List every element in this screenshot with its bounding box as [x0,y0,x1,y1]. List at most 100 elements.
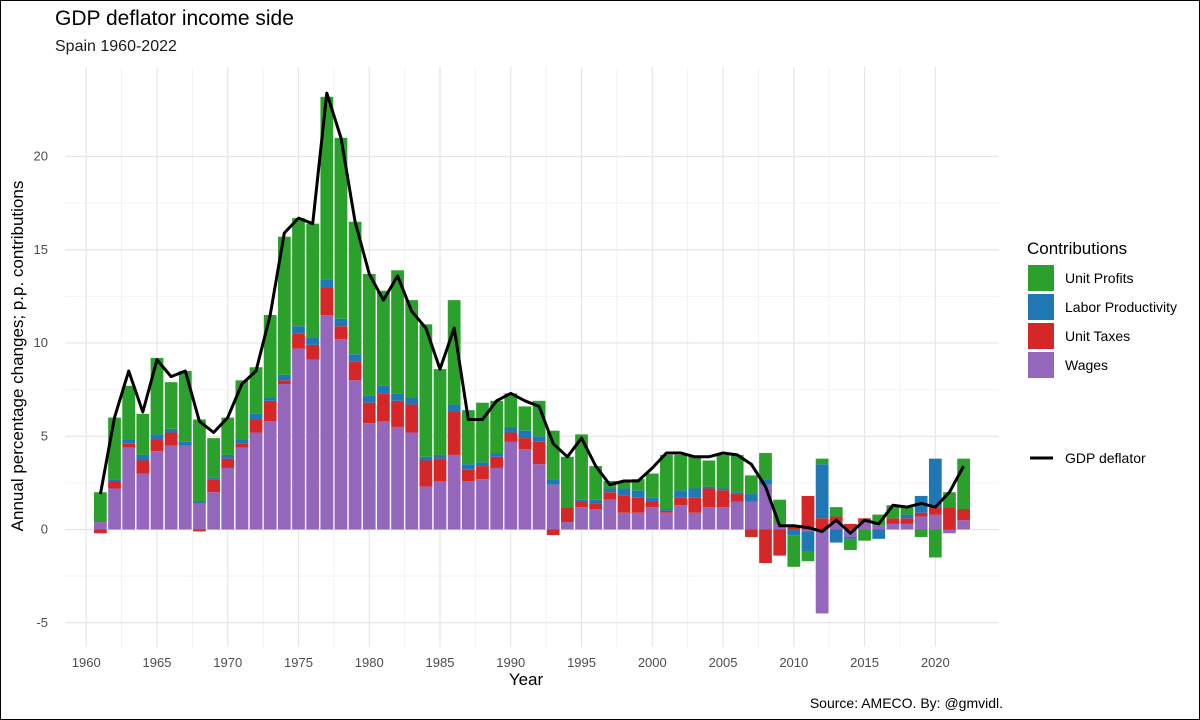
bar-unit-taxes-2020 [928,507,942,515]
bar-wages-2018 [900,523,914,530]
bar-labor-productivity-1995 [575,499,588,502]
bar-labor-productivity-1972 [249,413,263,420]
gdp-deflator-line [98,91,965,535]
bar-unit-profits-1998 [617,481,631,489]
legend-label-gdp-deflator: GDP deflator [1065,450,1146,466]
bar-labor-productivity-2020 [928,458,942,508]
bar-wages-1986 [447,454,461,530]
bar-labor-productivity-1971 [235,439,249,444]
bar-unit-taxes-1997 [603,492,617,500]
bar-unit-profits-1983 [405,300,419,398]
y-tick-label: 20 [34,149,48,164]
bar-unit-profits-2002 [674,454,687,491]
x-tick-label: 1975 [284,655,313,670]
bar-wages-1980 [362,423,376,530]
bar-wages-2019 [914,516,928,530]
bar-labor-productivity-1982 [391,393,404,401]
bar-wages-2022 [957,520,970,530]
legend-label-wages: Wages [1065,357,1108,373]
bar-labor-productivity-1989 [490,453,503,457]
bar-unit-profits-1976 [306,223,320,338]
bar-unit-profits-1991 [518,406,532,431]
bar-wages-2013 [829,522,843,530]
bar-unit-taxes-1991 [518,438,532,450]
bar-unit-taxes-1978 [334,326,348,340]
bar-labor-productivity-1993 [546,479,560,485]
bar-unit-profits-1967 [178,370,192,442]
bar-unit-taxes-1972 [249,419,263,433]
bar-unit-profits-2014 [844,538,857,551]
bar-wages-1988 [476,479,489,530]
bar-unit-profits-1974 [277,236,291,375]
x-tick-label: 2015 [850,655,879,670]
bar-wages-2011 [801,529,815,532]
bar-unit-profits-1982 [391,270,404,394]
bar-unit-profits-2004 [702,460,716,487]
bar-unit-taxes-1992 [532,441,546,465]
bar-unit-taxes-1980 [362,402,376,424]
bar-labor-productivity-1964 [136,454,150,461]
bar-wages-1985 [433,481,447,530]
bar-wages-2003 [688,512,702,530]
bar-unit-taxes-2017 [886,518,900,524]
bar-unit-profits-1963 [122,385,136,440]
bar-unit-taxes-1979 [348,361,362,381]
bar-unit-taxes-2010 [787,525,801,530]
bar-unit-taxes-1988 [476,466,489,480]
x-tick-label: 1965 [143,655,172,670]
bar-wages-1971 [235,447,249,530]
bar-wages-1994 [561,522,574,530]
bar-unit-taxes-2004 [702,488,716,508]
bar-unit-taxes-1977 [320,287,334,316]
bar-unit-taxes-2011 [801,495,815,530]
bar-wages-1984 [419,486,433,530]
legend-label-labor-productivity: Labor Productivity [1065,299,1177,315]
bar-labor-productivity-1969 [207,477,220,480]
bar-unit-profits-1994 [561,456,574,508]
x-tick-label: 1960 [72,655,101,670]
bar-wages-1974 [277,384,291,530]
bar-wages-1997 [603,499,617,530]
bar-unit-taxes-1974 [277,380,291,385]
bar-unit-profits-2000 [645,473,659,498]
legend-swatch-wages [1028,352,1054,378]
bar-wages-1995 [575,507,588,530]
bar-wages-1975 [292,348,305,530]
x-tick-label: 2010 [779,655,808,670]
bar-unit-profits-2008 [759,453,772,480]
x-tick-label: 1995 [567,655,596,670]
bar-unit-taxes-1981 [377,393,390,422]
bar-wages-1970 [221,467,235,530]
y-axis-title: Annual percentage changes; p.p. contribu… [8,181,27,532]
bar-unit-profits-1992 [532,400,546,437]
bar-wages-1962 [108,488,121,530]
bar-labor-productivity-2010 [787,529,801,536]
bar-unit-taxes-1987 [461,469,475,482]
bar-wages-1977 [320,315,334,530]
bar-wages-2020 [928,514,942,530]
bar-unit-taxes-1982 [391,400,404,427]
bar-wages-1998 [617,512,631,530]
bar-labor-productivity-2008 [759,479,772,485]
bar-labor-productivity-1978 [334,318,348,327]
bar-unit-profits-1961 [94,492,107,523]
bar-labor-productivity-1976 [306,337,320,345]
bar-unit-profits-2005 [716,454,730,489]
bar-labor-productivity-2004 [702,486,716,489]
bar-unit-profits-2012 [815,458,829,465]
bar-wages-1969 [207,492,220,530]
bar-labor-productivity-1999 [631,490,645,498]
bar-labor-productivity-1981 [377,385,390,394]
bar-wages-2008 [759,484,772,530]
legend-title: Contributions [1027,239,1127,258]
bar-unit-taxes-2008 [759,529,772,564]
bar-unit-taxes-1985 [433,458,447,482]
x-tick-label: 2020 [921,655,950,670]
bar-unit-profits-1966 [164,382,178,429]
bar-unit-profits-2015 [858,529,871,541]
bar-wages-1982 [391,426,404,530]
bar-labor-productivity-1990 [504,426,518,433]
bar-labor-productivity-2000 [645,497,659,502]
bar-unit-profits-1978 [334,137,348,319]
